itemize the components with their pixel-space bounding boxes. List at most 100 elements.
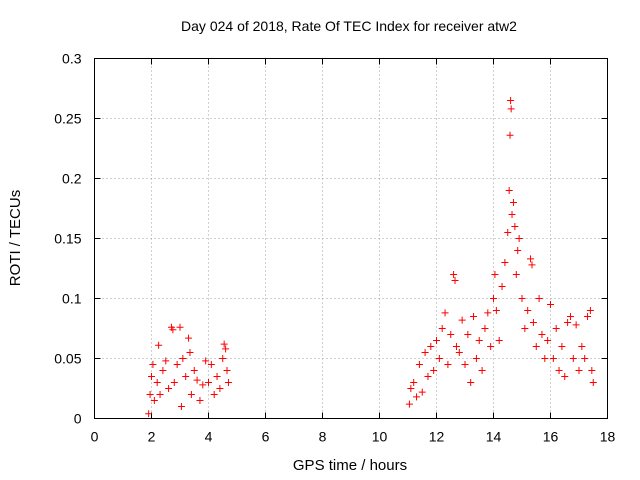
data-point (566, 313, 574, 320)
y-tick-label: 0.15 (54, 231, 81, 247)
data-point (216, 385, 224, 392)
data-point (495, 337, 503, 344)
data-point (177, 403, 185, 410)
data-point (458, 316, 466, 324)
data-point (524, 307, 532, 314)
x-tick-label: 4 (205, 429, 213, 445)
x-tick-label: 10 (372, 429, 388, 445)
data-point (156, 391, 164, 398)
data-point (470, 313, 478, 320)
data-point (196, 397, 204, 404)
data-point (506, 131, 514, 139)
data-point (552, 325, 560, 332)
data-point (505, 187, 513, 194)
grid (94, 58, 608, 419)
x-tick-label: 8 (319, 429, 327, 445)
data-point (421, 349, 429, 356)
data-point (207, 361, 215, 368)
data-point (220, 340, 228, 348)
data-point (558, 343, 566, 350)
data-point (487, 343, 495, 350)
data-point (451, 277, 459, 284)
data-point (222, 345, 230, 353)
data-point (511, 223, 519, 230)
data-point (528, 261, 536, 269)
data-point (586, 307, 594, 314)
data-points (145, 97, 597, 418)
data-point (224, 379, 232, 386)
data-point (492, 307, 500, 314)
y-axis-label: ROTI / TECUs (7, 190, 24, 286)
data-point (584, 313, 592, 320)
data-point (521, 325, 529, 332)
data-point (447, 331, 455, 338)
data-point (155, 341, 163, 349)
data-point (527, 255, 535, 263)
data-point (572, 321, 580, 329)
data-point (475, 337, 483, 344)
data-point (219, 355, 227, 362)
data-point (199, 381, 207, 389)
x-axis-label: GPS time / hours (293, 457, 407, 474)
y-tick-label: 0 (74, 411, 82, 427)
data-point (210, 391, 218, 398)
data-point (538, 331, 546, 338)
data-point (484, 309, 492, 317)
y-tick-label: 0.25 (54, 111, 81, 127)
y-tick-label: 0.3 (62, 51, 82, 67)
data-point (508, 211, 516, 218)
data-point (535, 295, 543, 302)
data-point (569, 355, 577, 362)
data-point (213, 373, 221, 380)
data-point (193, 376, 201, 384)
data-point (512, 271, 520, 278)
plot-frame (94, 58, 608, 419)
y-tick-label: 0.1 (62, 291, 82, 307)
x-tick-label: 12 (429, 429, 445, 445)
data-point (438, 325, 446, 332)
data-point (169, 326, 177, 334)
data-point (444, 361, 452, 368)
data-point (186, 349, 194, 356)
data-point (153, 379, 161, 386)
data-point (544, 337, 552, 344)
data-point (555, 367, 563, 374)
data-point (478, 367, 486, 374)
data-point (427, 343, 435, 350)
x-tick-label: 16 (543, 429, 559, 445)
data-point (491, 271, 499, 278)
x-tick-label: 6 (262, 429, 270, 445)
data-point (430, 367, 438, 374)
data-point (467, 379, 475, 386)
data-point (575, 367, 583, 374)
data-point (202, 357, 210, 365)
data-point (464, 331, 472, 338)
data-point (205, 379, 212, 386)
data-point (515, 235, 523, 242)
x-tick-label: 2 (148, 429, 156, 445)
data-point (452, 343, 460, 350)
data-point (507, 97, 515, 104)
data-point (441, 309, 449, 317)
data-point (176, 323, 184, 331)
data-point (424, 373, 432, 380)
data-point (223, 367, 231, 374)
x-tick-label: 14 (486, 429, 502, 445)
data-point (507, 105, 515, 113)
y-tick-label: 0.2 (62, 171, 82, 187)
data-point (410, 379, 418, 386)
data-point (588, 367, 596, 374)
data-point (578, 343, 586, 350)
y-tick-label: 0.05 (54, 351, 81, 367)
data-point (170, 379, 178, 386)
data-point (589, 379, 597, 386)
data-point (187, 391, 195, 398)
data-point (433, 337, 440, 344)
x-tick-label: 0 (91, 429, 99, 445)
data-point (529, 319, 537, 326)
data-point (450, 271, 458, 278)
data-point (149, 361, 157, 368)
data-point (418, 388, 426, 396)
data-point (498, 283, 506, 290)
